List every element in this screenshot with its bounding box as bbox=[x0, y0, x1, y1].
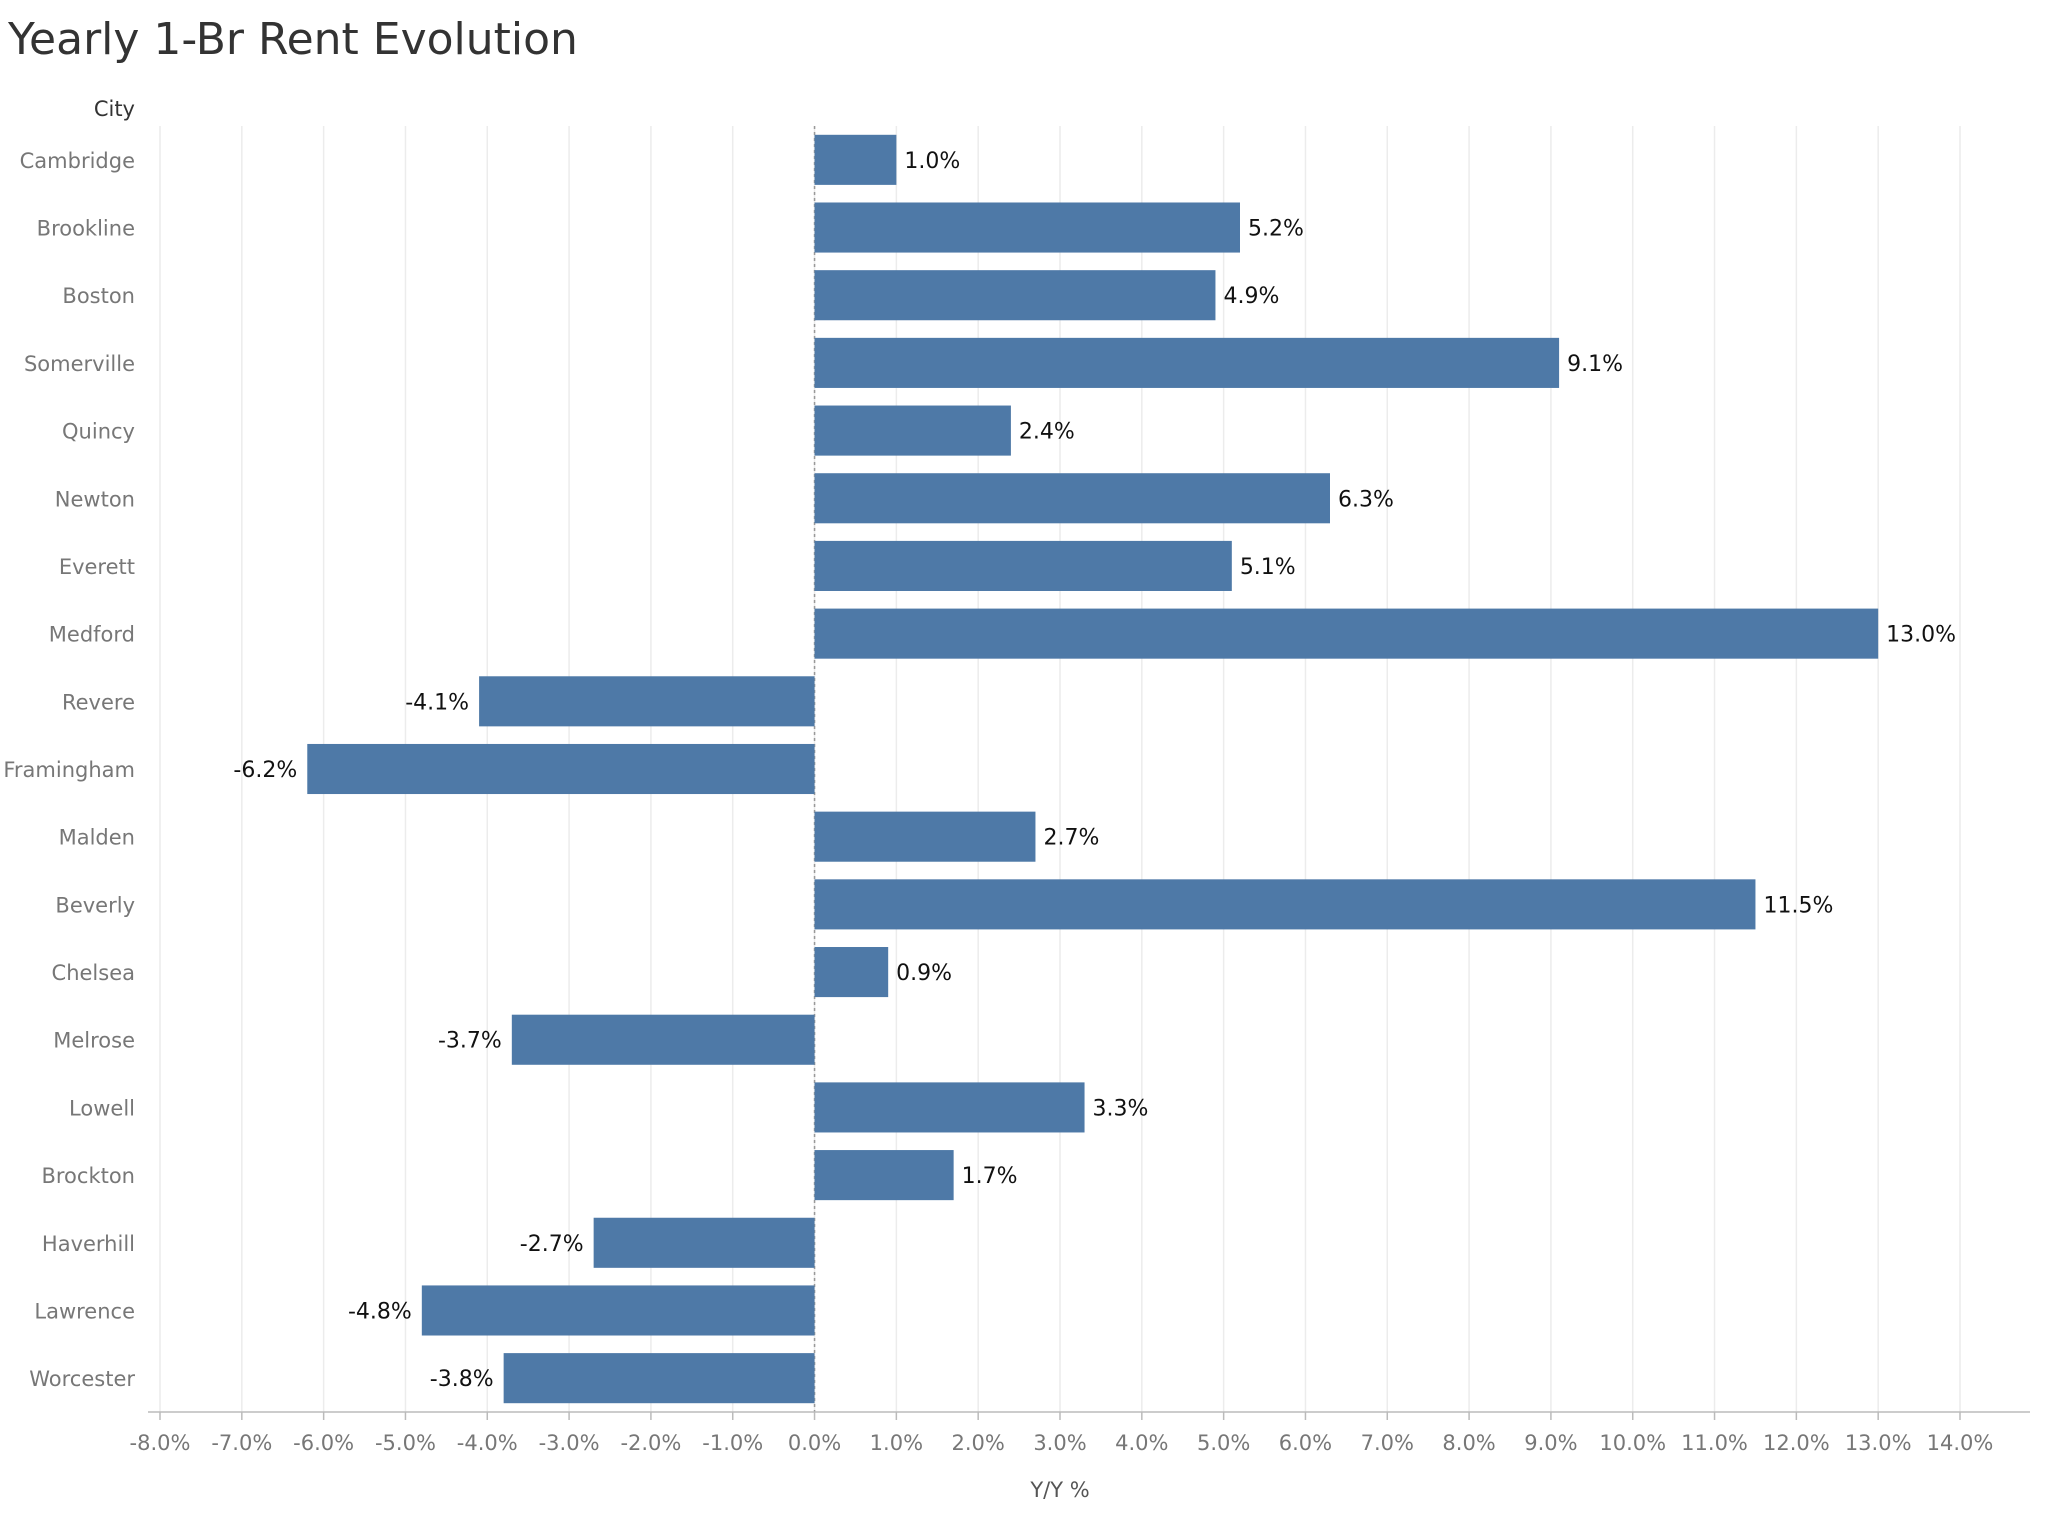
category-label: Worcester bbox=[29, 1367, 135, 1391]
x-tick-label: 6.0% bbox=[1279, 1431, 1332, 1455]
x-tick-label: 3.0% bbox=[1033, 1431, 1086, 1455]
x-tick-label: 11.0% bbox=[1681, 1431, 1748, 1455]
x-tick-label: -6.0% bbox=[293, 1431, 354, 1455]
bar bbox=[479, 676, 815, 727]
category-label: Brookline bbox=[37, 217, 135, 241]
data-label: 2.4% bbox=[1019, 420, 1075, 445]
x-tick-label: 13.0% bbox=[1845, 1431, 1912, 1455]
bar bbox=[814, 270, 1216, 321]
data-label: 5.2% bbox=[1248, 217, 1304, 242]
bar bbox=[503, 1353, 815, 1404]
data-labels: 1.0% 5.2% 4.9% 9.1% 2.4% 6.3% 5.1% 13.0% -4.1% -6… bbox=[233, 149, 1956, 1392]
category-label: Brockton bbox=[41, 1164, 135, 1188]
data-label: 1.7% bbox=[962, 1164, 1018, 1189]
bar bbox=[814, 1082, 1085, 1133]
bar bbox=[814, 405, 1011, 456]
bar bbox=[814, 337, 1560, 388]
x-tick-label: -2.0% bbox=[620, 1431, 681, 1455]
bar bbox=[814, 608, 1879, 659]
x-tick-label: -1.0% bbox=[702, 1431, 763, 1455]
bar bbox=[814, 947, 889, 998]
category-label: Lowell bbox=[69, 1096, 135, 1120]
data-label: -6.2% bbox=[233, 758, 297, 783]
data-label: 13.0% bbox=[1886, 623, 1956, 648]
data-label: -3.7% bbox=[438, 1029, 502, 1054]
x-tick-label: 0.0% bbox=[788, 1431, 841, 1455]
category-label: Haverhill bbox=[42, 1232, 135, 1256]
category-label: Melrose bbox=[53, 1029, 135, 1053]
category-label: Everett bbox=[59, 555, 135, 579]
x-tick-label: 10.0% bbox=[1599, 1431, 1666, 1455]
bars bbox=[307, 134, 1879, 1404]
bar bbox=[814, 473, 1330, 524]
data-label: 3.3% bbox=[1093, 1096, 1149, 1121]
category-label: Lawrence bbox=[34, 1299, 135, 1323]
category-label: Somerville bbox=[24, 352, 135, 376]
data-label: 6.3% bbox=[1338, 487, 1394, 512]
data-label: 4.9% bbox=[1223, 284, 1279, 309]
bar bbox=[421, 1285, 815, 1336]
x-tick-label: -7.0% bbox=[211, 1431, 272, 1455]
category-labels: Cambridge Brookline Boston Somerville Quincy… bbox=[3, 149, 135, 1391]
bar bbox=[814, 540, 1232, 591]
x-tick-label: -3.0% bbox=[539, 1431, 600, 1455]
data-label: 5.1% bbox=[1240, 555, 1296, 580]
data-label: -3.8% bbox=[430, 1367, 494, 1392]
x-axis-title: Y/Y % bbox=[1029, 1478, 1089, 1502]
category-label: Framingham bbox=[3, 758, 135, 782]
x-tick-label: 7.0% bbox=[1361, 1431, 1414, 1455]
row-header: City bbox=[94, 97, 135, 121]
category-label: Malden bbox=[59, 826, 135, 850]
x-tick-label: -4.0% bbox=[457, 1431, 518, 1455]
chart-title: Yearly 1-Br Rent Evolution bbox=[8, 14, 578, 65]
data-label: 9.1% bbox=[1567, 352, 1623, 377]
bar bbox=[307, 743, 815, 795]
bar bbox=[814, 879, 1756, 930]
data-label: 2.7% bbox=[1043, 826, 1099, 851]
x-tick-label: 14.0% bbox=[1927, 1431, 1994, 1455]
data-label: -4.1% bbox=[405, 690, 469, 715]
data-label: -4.8% bbox=[348, 1299, 412, 1324]
category-label: Quincy bbox=[62, 420, 135, 444]
x-tick-label: 9.0% bbox=[1524, 1431, 1577, 1455]
x-tick-label: 12.0% bbox=[1763, 1431, 1830, 1455]
category-label: Beverly bbox=[55, 893, 135, 917]
bar bbox=[814, 811, 1036, 862]
data-label: 0.9% bbox=[896, 961, 952, 986]
category-label: Cambridge bbox=[20, 149, 135, 173]
bar bbox=[814, 134, 897, 185]
data-label: -2.7% bbox=[520, 1232, 584, 1257]
category-label: Boston bbox=[62, 284, 135, 308]
bar bbox=[511, 1014, 815, 1065]
x-tick-label: -8.0% bbox=[130, 1431, 191, 1455]
category-label: Revere bbox=[62, 690, 135, 714]
x-tick-label: 8.0% bbox=[1442, 1431, 1495, 1455]
category-label: Chelsea bbox=[52, 961, 135, 985]
data-label: 11.5% bbox=[1763, 893, 1833, 918]
data-label: 1.0% bbox=[904, 149, 960, 174]
category-label: Newton bbox=[55, 487, 135, 511]
x-tick-label: 1.0% bbox=[870, 1431, 923, 1455]
bar bbox=[814, 1150, 954, 1201]
bar bbox=[593, 1217, 815, 1268]
bar bbox=[814, 202, 1240, 253]
x-tick-label: 2.0% bbox=[952, 1431, 1005, 1455]
x-tick-label: 5.0% bbox=[1197, 1431, 1250, 1455]
x-axis-ticks: -8.0% -7.0% -6.0% -5.0% -4.0% -3.0% -2.0% -1.0%… bbox=[130, 1412, 1994, 1455]
category-label: Medford bbox=[49, 623, 135, 647]
x-tick-label: -5.0% bbox=[375, 1431, 436, 1455]
x-tick-label: 4.0% bbox=[1115, 1431, 1168, 1455]
